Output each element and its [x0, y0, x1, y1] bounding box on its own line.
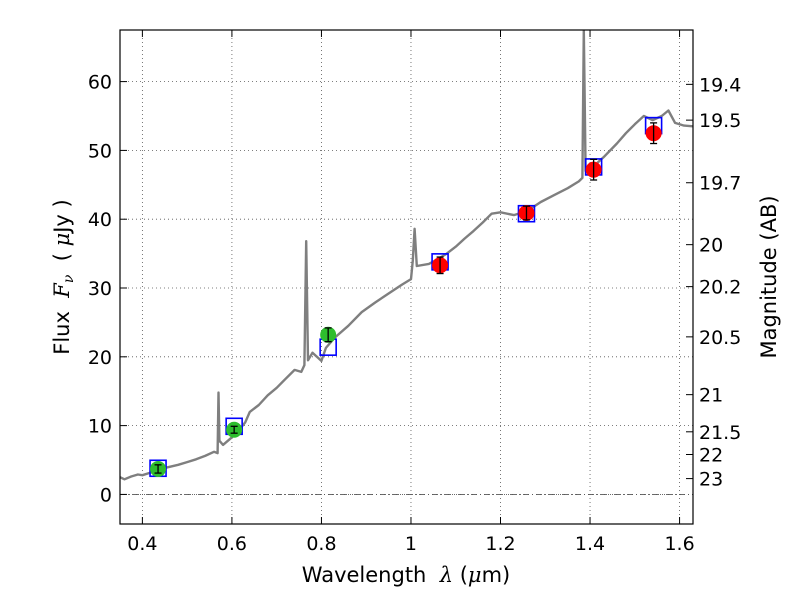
y-tick-label-4: 40 — [88, 209, 112, 231]
y-tick-label-6: 60 — [88, 72, 112, 94]
y2-tick-label-9: 23 — [699, 469, 723, 491]
magnitude-axis-label: Magnitude (AB) — [757, 195, 781, 358]
y-axis-label: Flux Fν ( μJy ) — [50, 199, 77, 354]
y-tick-labels: 0 10 20 30 40 50 60 — [88, 72, 112, 507]
axis-ticks — [120, 30, 693, 524]
y2-tick-label-3: 20 — [699, 235, 723, 257]
x-tick-label-6: 1.6 — [664, 533, 694, 555]
x-tick-label-1: 0.6 — [217, 533, 247, 555]
y2-tick-label-5: 20.5 — [699, 327, 741, 349]
y-tick-label-5: 50 — [88, 140, 112, 162]
y2-tick-label-0: 19.4 — [699, 74, 741, 96]
y2-tick-label-4: 20.2 — [699, 277, 741, 299]
y2-tick-label-1: 19.5 — [699, 110, 741, 132]
y-tick-label-1: 10 — [88, 416, 112, 438]
y2-tick-label-7: 21.5 — [699, 422, 741, 444]
observed-photometry-points — [150, 122, 662, 477]
y-tick-label-0: 0 — [100, 484, 112, 506]
model-photometry-squares — [149, 116, 663, 478]
x-tick-label-3: 1 — [405, 533, 417, 555]
x-tick-labels: 0.4 0.6 0.8 1 1.2 1.4 1.6 — [127, 533, 694, 555]
x-tick-label-4: 1.2 — [485, 533, 515, 555]
spectrum-line-0 — [120, 30, 693, 481]
model-spectrum — [120, 30, 693, 481]
x-axis-label: Wavelength λ (μm) — [302, 563, 510, 587]
y2-tick-label-2: 19.7 — [699, 173, 741, 195]
x-tick-label-2: 0.8 — [306, 533, 336, 555]
grid-lines — [120, 30, 693, 524]
y-tick-label-3: 30 — [88, 278, 112, 300]
plot-frame — [119, 29, 694, 525]
y-tick-label-2: 20 — [88, 347, 112, 369]
y2-tick-label-6: 21 — [699, 385, 723, 407]
x-tick-label-5: 1.4 — [575, 533, 605, 555]
x-tick-label-0: 0.4 — [127, 533, 157, 555]
y2-tick-label-8: 22 — [699, 445, 723, 467]
